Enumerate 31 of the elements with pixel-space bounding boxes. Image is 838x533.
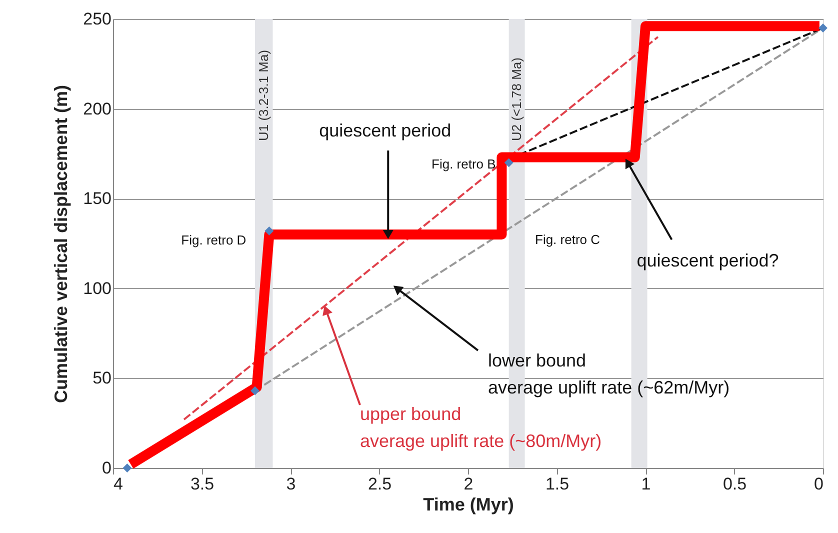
- annotation: Fig. retro C: [535, 232, 600, 247]
- x-tick-label: 1.5: [545, 474, 570, 494]
- x-tick-label: 0.5: [722, 474, 747, 494]
- x-tick-label: 4: [114, 474, 123, 494]
- point: [818, 24, 828, 32]
- x-tick-label: 2: [464, 474, 474, 494]
- point: [250, 386, 260, 396]
- x-tick-label: 0: [814, 474, 824, 494]
- x-tick-label: 1: [641, 474, 651, 494]
- x-tick-label: 2.5: [368, 474, 392, 494]
- y-tick-label: 250: [83, 10, 112, 28]
- y-tick-label: 100: [83, 278, 112, 298]
- point: [504, 158, 514, 168]
- y-tick-label: 50: [92, 368, 112, 388]
- y-axis-title: Cumulative vertical displacement (m): [51, 84, 72, 404]
- x-tick-label: 3: [286, 474, 296, 494]
- annotation: quiescent period?: [636, 250, 779, 271]
- y-tick-label: 200: [83, 99, 112, 118]
- x-axis-title: Time (Myr): [423, 494, 514, 514]
- point: [122, 464, 132, 472]
- y-tick-label: 150: [83, 189, 112, 208]
- point: [264, 226, 274, 236]
- annotation: upper bound average uplift rate (~80m/Myr): [360, 404, 602, 451]
- annotation: Fig. retro B: [432, 156, 496, 172]
- annotation: lower bound average uplift rate (~62m/Myr): [488, 350, 730, 398]
- annotation: Fig. retro D: [181, 232, 246, 248]
- annotation: quiescent period: [319, 120, 452, 141]
- band-label: U1 (3.2-3.1 Ma): [256, 50, 271, 141]
- x-tick-label: 3.5: [190, 474, 214, 494]
- y-tick-label: 0: [102, 458, 112, 478]
- band-label: U2 (<1.78 Ma): [508, 58, 524, 141]
